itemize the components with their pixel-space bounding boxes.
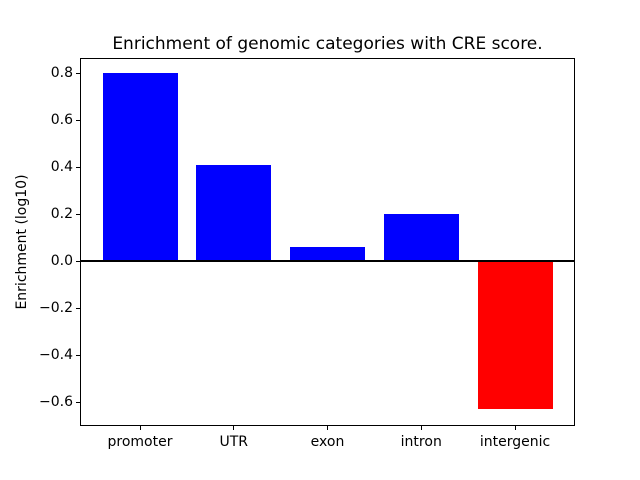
bar-promoter bbox=[102, 73, 178, 262]
bar-UTR bbox=[196, 164, 272, 262]
bar-intron bbox=[383, 214, 459, 262]
bar-intergenic bbox=[477, 261, 553, 410]
y-tick-label: 0.2 bbox=[50, 206, 73, 223]
bar-exon bbox=[290, 246, 365, 262]
x-tick-mark bbox=[139, 426, 141, 430]
x-tick-mark bbox=[420, 426, 422, 430]
x-tick-mark bbox=[233, 426, 235, 430]
y-tick-mark bbox=[76, 354, 80, 356]
y-tick-mark bbox=[76, 401, 80, 403]
y-tick-mark bbox=[76, 307, 80, 309]
x-tick-label-intron: intron bbox=[400, 434, 442, 450]
x-tick-label-promoter: promoter bbox=[107, 434, 173, 450]
y-tick-label: −0.2 bbox=[39, 300, 73, 317]
y-tick-mark bbox=[76, 72, 80, 74]
y-tick-label: 0.6 bbox=[50, 112, 73, 129]
x-tick-label-exon: exon bbox=[310, 434, 345, 450]
x-tick-mark bbox=[514, 426, 516, 430]
y-tick-mark bbox=[76, 260, 80, 262]
y-tick-mark bbox=[76, 213, 80, 215]
zero-baseline bbox=[80, 260, 575, 263]
x-tick-mark bbox=[327, 426, 328, 430]
plot-area bbox=[80, 58, 575, 426]
y-tick-label: 0.4 bbox=[50, 159, 73, 176]
chart-title: Enrichment of genomic categories with CR… bbox=[112, 34, 543, 54]
x-tick-label-intergenic: intergenic bbox=[479, 434, 551, 450]
y-tick-label: −0.6 bbox=[39, 394, 73, 411]
y-tick-label: 0.8 bbox=[50, 65, 73, 82]
y-tick-mark bbox=[76, 166, 80, 168]
y-tick-mark bbox=[76, 119, 80, 121]
x-tick-label-UTR: UTR bbox=[219, 434, 249, 450]
y-tick-label: 0.0 bbox=[50, 253, 73, 270]
y-tick-label: −0.4 bbox=[39, 347, 73, 364]
